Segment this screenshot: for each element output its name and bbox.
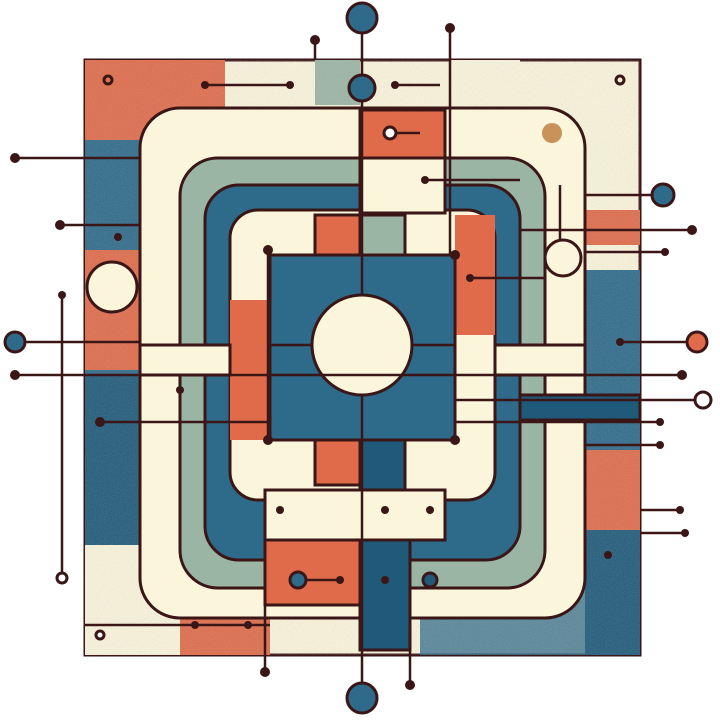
dot xyxy=(687,225,697,235)
dot xyxy=(55,220,65,230)
dot xyxy=(286,81,294,89)
dot xyxy=(95,417,105,427)
ring-sage-top xyxy=(358,213,407,257)
dot xyxy=(10,153,20,163)
dot xyxy=(426,506,434,514)
dot xyxy=(391,81,399,89)
dot xyxy=(450,435,460,445)
dot xyxy=(421,176,429,184)
dot xyxy=(260,667,270,677)
box-cream-low xyxy=(263,488,447,542)
box-teal-low xyxy=(358,538,412,652)
dot xyxy=(681,529,689,537)
ring-orange-bottom xyxy=(313,438,362,487)
dot xyxy=(55,571,69,585)
dot xyxy=(445,23,455,33)
dot xyxy=(604,551,612,559)
circle-top xyxy=(345,1,379,35)
connectors xyxy=(15,28,695,685)
dot xyxy=(614,74,626,86)
dot xyxy=(616,338,624,346)
box-orange-low xyxy=(263,538,362,607)
box-cream-top xyxy=(358,156,447,215)
dot xyxy=(94,629,106,641)
dot xyxy=(336,576,344,584)
dot xyxy=(382,125,398,141)
circle-right-mid xyxy=(685,330,709,354)
dot xyxy=(102,74,114,86)
dot xyxy=(677,370,687,380)
dot xyxy=(244,621,252,629)
dot xyxy=(381,506,389,514)
dot xyxy=(263,435,273,445)
dot xyxy=(676,506,684,514)
ring-orange-right xyxy=(455,215,495,335)
dot xyxy=(466,274,474,282)
dot xyxy=(58,291,66,299)
dot xyxy=(191,621,199,629)
dot xyxy=(263,245,273,255)
circle-right-low xyxy=(693,390,713,410)
dot xyxy=(381,576,389,584)
circle-left xyxy=(85,260,139,314)
ring-teal-bottom xyxy=(358,438,407,492)
ring-orange-top xyxy=(313,213,362,257)
dot xyxy=(176,386,184,394)
circle-left-mid xyxy=(3,330,27,354)
circle-right-top xyxy=(650,182,676,208)
circle-bottom xyxy=(345,681,379,715)
center-circle xyxy=(310,293,414,397)
dot xyxy=(276,506,284,514)
ring-orange-left xyxy=(230,300,270,440)
dot xyxy=(10,370,20,380)
dot xyxy=(656,441,664,449)
dot xyxy=(201,81,209,89)
dot xyxy=(114,233,122,241)
circle-small-bl xyxy=(288,570,308,590)
band-cream-right xyxy=(493,343,587,377)
circle-right xyxy=(543,238,583,278)
circle-top-inner xyxy=(347,73,377,103)
band-cream-left xyxy=(138,343,232,377)
dot xyxy=(661,248,669,256)
circle-tan xyxy=(542,123,562,143)
dots xyxy=(10,23,697,690)
dot xyxy=(310,35,320,45)
dot xyxy=(656,418,664,426)
dot xyxy=(450,250,460,260)
circle-small-br xyxy=(421,571,439,589)
dot xyxy=(405,680,415,690)
